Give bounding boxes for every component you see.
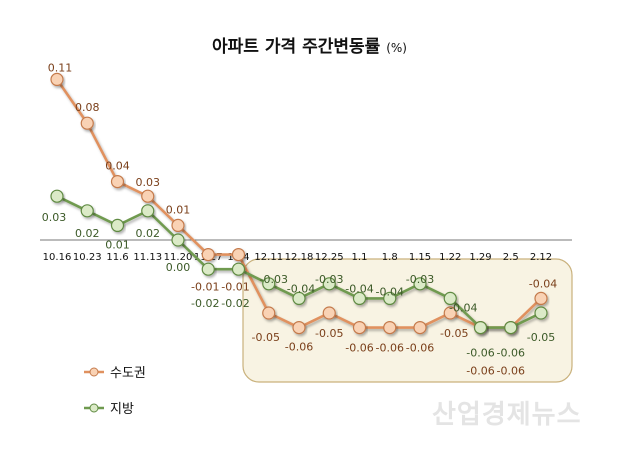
data-label: 0.04	[105, 160, 130, 173]
data-point	[201, 262, 215, 276]
data-point	[262, 306, 276, 320]
x-tick-label: 1.22	[439, 252, 461, 263]
data-label: 0.02	[136, 227, 161, 240]
watermark: 산업경제뉴스	[432, 400, 582, 430]
data-label: 0.08	[75, 101, 100, 114]
x-tick-label: 10.16	[43, 252, 72, 263]
data-label: 0.02	[75, 227, 100, 240]
data-point	[534, 291, 548, 305]
data-point	[413, 277, 427, 291]
data-point	[534, 306, 548, 320]
data-point	[141, 189, 155, 203]
data-label: -0.03	[406, 273, 434, 286]
data-label: -0.06	[466, 347, 494, 360]
data-point	[50, 189, 64, 203]
data-point	[322, 277, 336, 291]
data-label: -0.06	[285, 341, 313, 354]
x-tick-label: 11.6	[106, 252, 128, 263]
data-point	[383, 291, 397, 305]
data-point	[504, 321, 518, 335]
legend-marker	[89, 367, 99, 377]
data-label: -0.04	[529, 277, 557, 290]
data-point	[171, 233, 185, 247]
data-label: -0.05	[527, 331, 555, 344]
legend-marker	[89, 403, 99, 413]
data-point	[231, 248, 246, 262]
data-point	[231, 262, 246, 276]
data-label: 0.11	[48, 61, 73, 74]
data-point	[322, 306, 336, 320]
data-label: -0.06	[406, 342, 434, 355]
data-point	[352, 291, 367, 305]
data-point	[443, 306, 457, 320]
x-tick-label: 11.13	[133, 252, 162, 263]
legend-label: 지방	[110, 402, 134, 417]
x-tick-label: 11.20	[164, 252, 193, 263]
title-text: 아파트 가격 주간변동률	[212, 37, 381, 57]
data-point	[443, 291, 457, 305]
x-tick-label: 1.8	[382, 252, 398, 263]
data-label: 0.03	[136, 176, 161, 189]
data-label: 0.03	[42, 211, 67, 224]
data-point	[50, 72, 64, 87]
data-label: -0.05	[440, 327, 468, 340]
data-point	[80, 204, 94, 218]
data-label: -0.03	[260, 273, 288, 286]
data-label: -0.04	[287, 282, 315, 295]
data-label: -0.06	[376, 342, 404, 355]
x-tick-label: 2.5	[503, 252, 519, 263]
data-label: -0.05	[252, 331, 280, 344]
highlight-box	[242, 258, 573, 383]
data-point	[292, 291, 306, 305]
title-unit: (%)	[386, 41, 407, 55]
data-label: 0.01	[105, 238, 130, 251]
data-label: -0.06	[345, 342, 373, 355]
data-point	[262, 277, 276, 291]
chart-title: 아파트 가격 주간변동률 (%)	[0, 32, 619, 57]
legend-label: 수도권	[110, 366, 146, 381]
data-label: -0.04	[376, 285, 404, 298]
x-tick-label: 1.15	[409, 252, 431, 263]
data-point	[110, 218, 125, 232]
data-point	[110, 175, 125, 189]
data-point	[141, 204, 155, 218]
x-tick-label: 10.23	[73, 252, 102, 263]
data-point	[80, 116, 94, 130]
data-label: -0.03	[315, 273, 343, 286]
data-point	[383, 321, 397, 335]
data-point	[171, 218, 185, 232]
data-label: -0.02	[221, 297, 249, 310]
data-label: -0.01	[191, 281, 219, 294]
data-point	[352, 321, 367, 335]
x-tick-label: 2.12	[530, 252, 552, 263]
data-label: -0.04	[345, 282, 373, 295]
data-point	[473, 321, 488, 335]
data-point	[413, 321, 427, 335]
data-label: -0.05	[315, 327, 343, 340]
data-label: 0.00	[166, 261, 191, 274]
x-tick-label: 12.18	[285, 252, 314, 263]
data-label: -0.01	[221, 281, 249, 294]
x-tick-label: 12.25	[315, 252, 344, 263]
data-label: -0.04	[449, 301, 477, 314]
data-label: 0.01	[166, 203, 191, 216]
data-point	[292, 321, 306, 335]
data-label: -0.06	[497, 347, 525, 360]
data-label: -0.06	[497, 365, 525, 378]
x-tick-label: 1.1	[352, 252, 368, 263]
data-label: -0.02	[191, 297, 219, 310]
x-tick-label: 12.11	[254, 252, 283, 263]
data-label: -0.06	[466, 365, 494, 378]
x-tick-label: 1.29	[469, 252, 491, 263]
data-point	[201, 248, 215, 262]
